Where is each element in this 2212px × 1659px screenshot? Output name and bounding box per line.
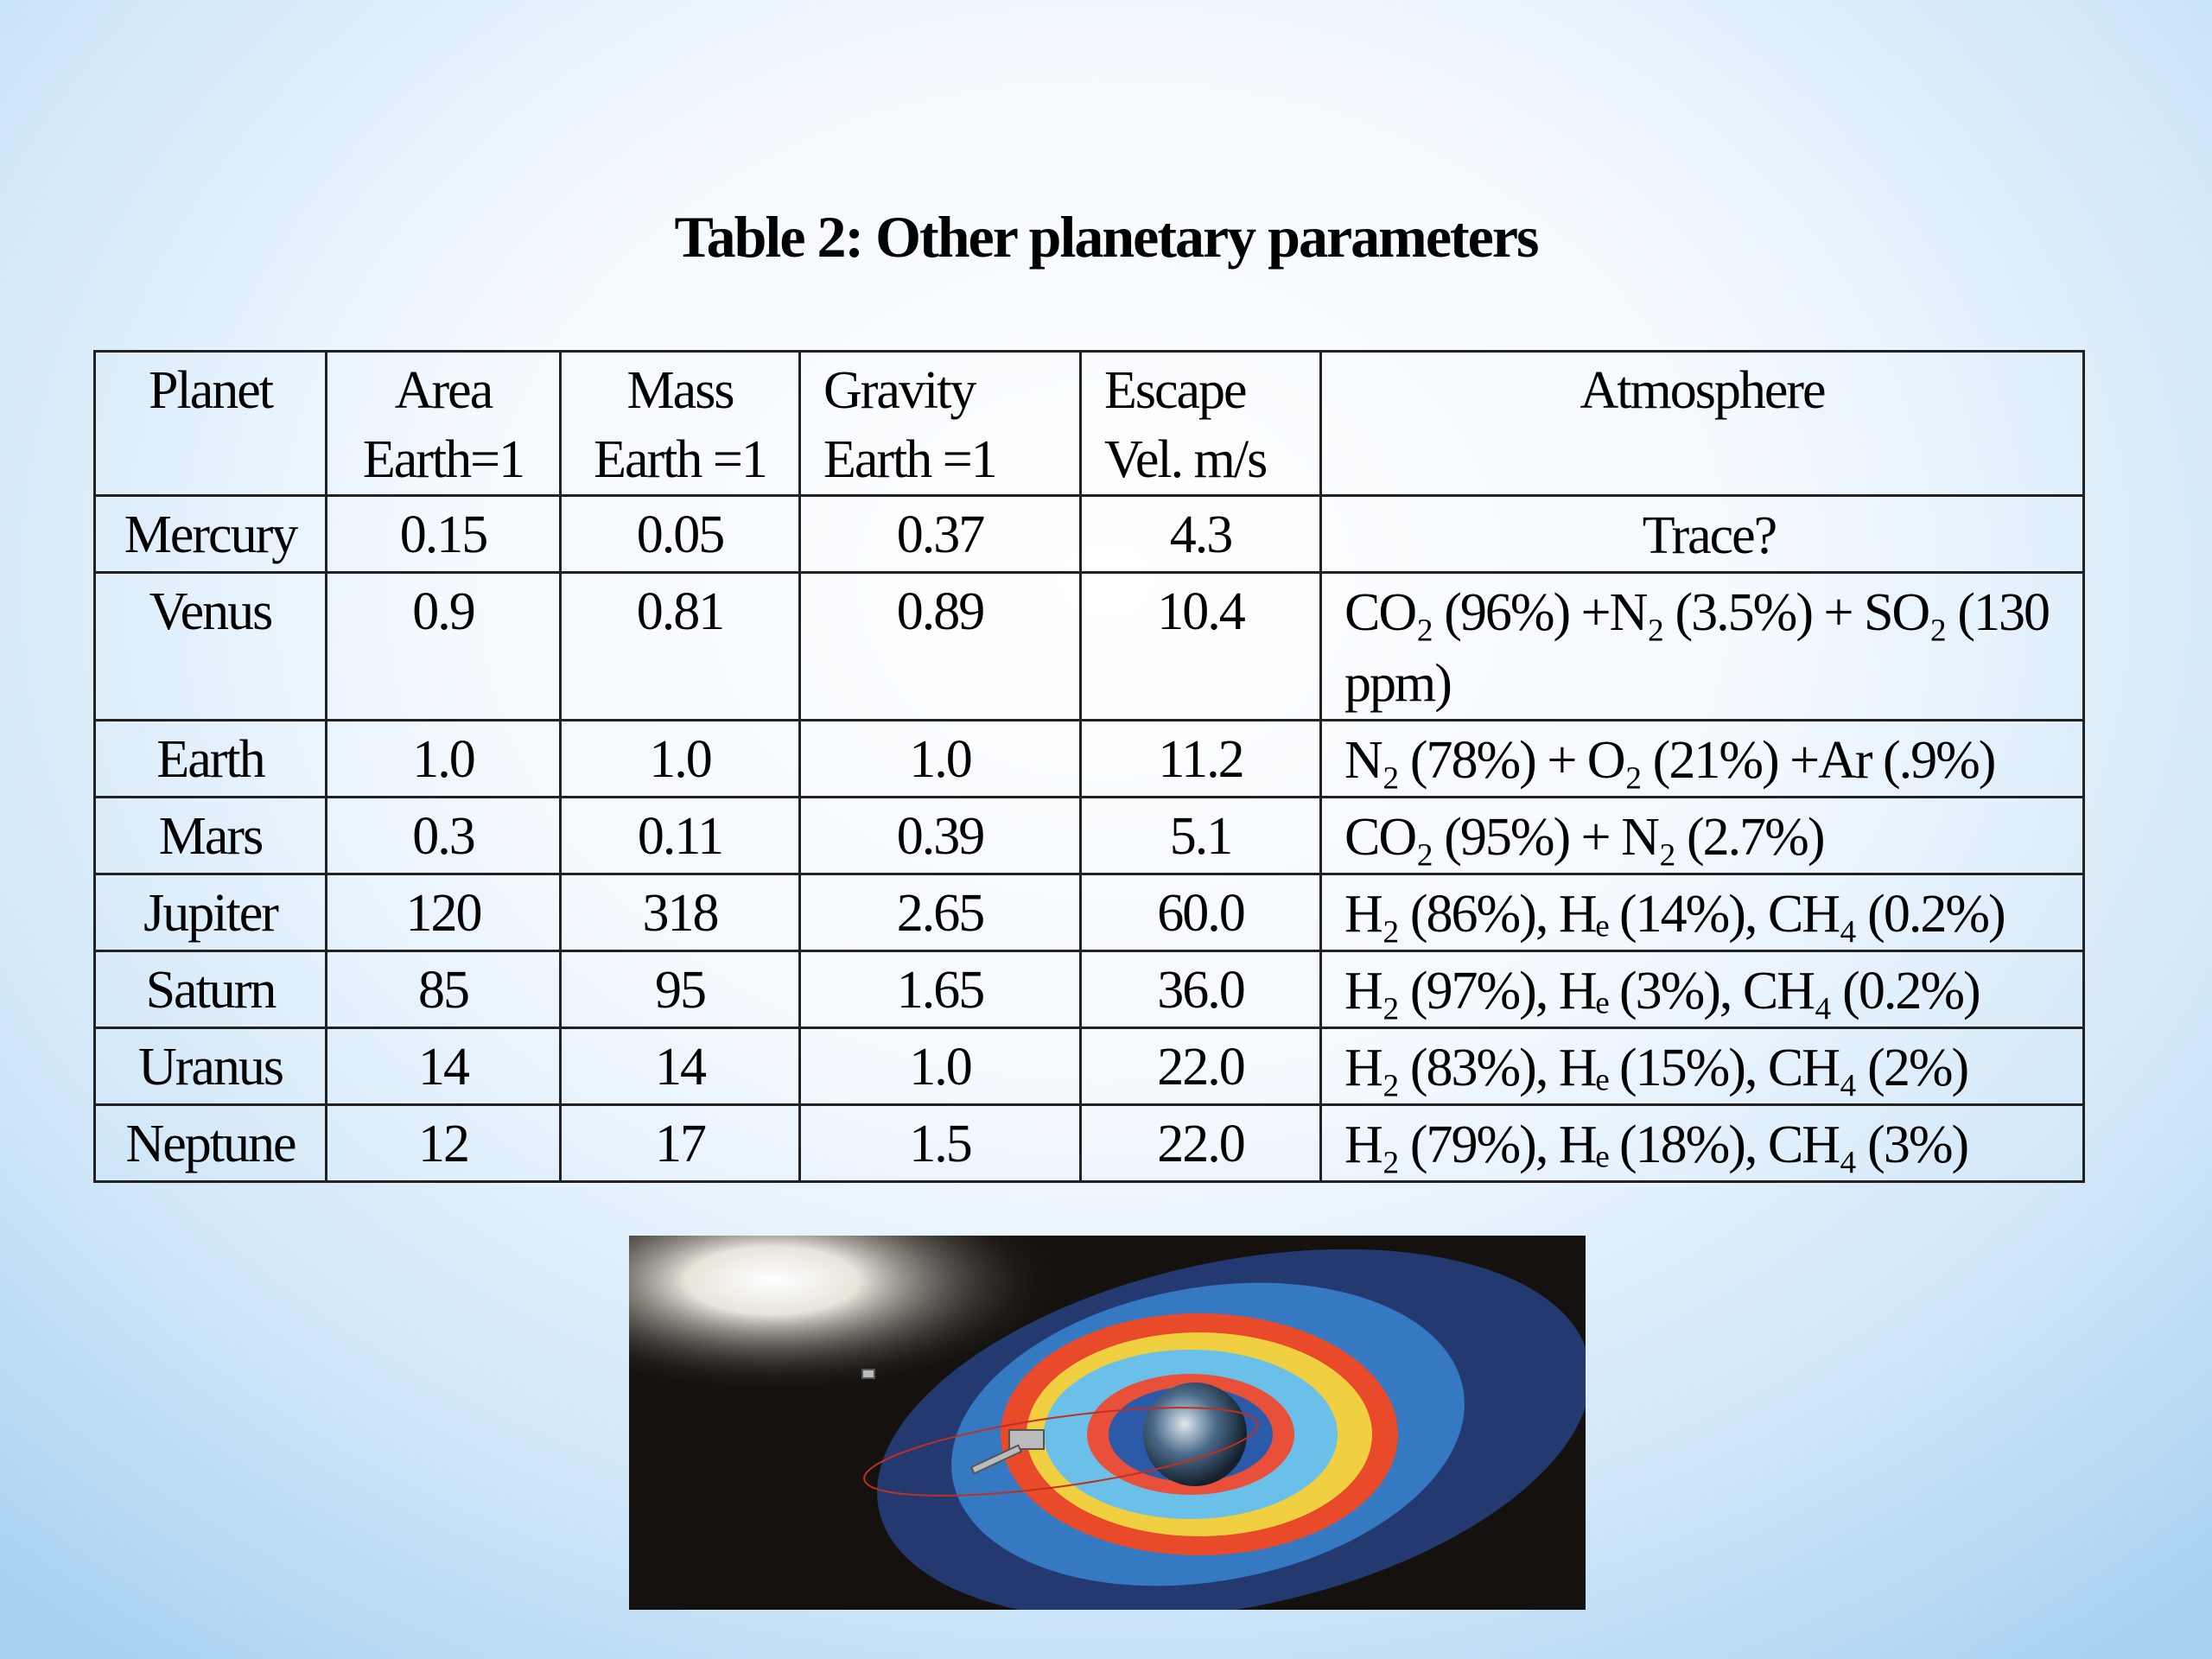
planet-cell: Saturn [93, 950, 327, 1029]
value-cell: 120 [325, 873, 562, 952]
header-cell: Area Earth=1 [325, 350, 562, 497]
value-cell: 22.0 [1079, 1103, 1322, 1183]
header-line: Atmosphere [1580, 361, 1826, 420]
atmosphere-cell: H₂ (83%), Hₑ (15%), CH₄ (2%) [1319, 1027, 2085, 1106]
value-cell: 60.0 [1079, 873, 1322, 952]
atmosphere-cell: CO₂ (96%) +N₂ (3.5%) + SO₂ (130 ppm) [1319, 571, 2085, 721]
header-line: Planet [149, 361, 274, 420]
value-cell: 0.37 [798, 494, 1082, 574]
value-cell: 1.65 [798, 950, 1082, 1029]
value-cell: 1.5 [798, 1103, 1082, 1183]
header-line: Area [394, 361, 493, 420]
planet-cell: Earth [93, 719, 327, 798]
planet-cell: Mercury [93, 494, 327, 574]
planet-table: Planet Area Earth=1 Mass Earth =1 Gravity Eart… [93, 350, 2085, 1183]
table-row: Mercury 0.15 0.05 0.37 4.3 Trace? [93, 494, 2085, 574]
planet-cell: Neptune [93, 1103, 327, 1183]
value-cell: 22.0 [1079, 1027, 1322, 1106]
header-line: Earth =1 [594, 430, 768, 489]
value-cell: 1.0 [559, 719, 801, 798]
atmosphere-cell: H₂ (86%), Hₑ (14%), CH₄ (0.2%) [1319, 873, 2085, 952]
atmosphere-cell: CO₂ (95%) + N₂ (2.7%) [1319, 796, 2085, 875]
atmosphere-cell: Trace? [1319, 494, 2085, 574]
value-cell: 14 [559, 1027, 801, 1106]
planet-cell: Venus [93, 571, 327, 721]
value-cell: 2.65 [798, 873, 1082, 952]
value-cell: 0.81 [559, 571, 801, 721]
planet-cell: Mars [93, 796, 327, 875]
value-cell: 17 [559, 1103, 801, 1183]
value-cell: 10.4 [1079, 571, 1322, 721]
value-cell: 12 [325, 1103, 562, 1183]
header-cell: Escape Vel. m/s [1079, 350, 1322, 497]
value-cell: 1.0 [798, 719, 1082, 798]
slide-title: Table 2: Other planetary parameters [674, 204, 1540, 270]
table-row: Mars 0.3 0.11 0.39 5.1 CO₂ (95%) + N₂ (2.7%) [93, 796, 2085, 875]
value-cell: 0.11 [559, 796, 801, 875]
header-cell: Planet [93, 350, 327, 497]
header-line: Gravity [823, 361, 976, 420]
header-line: Mass [626, 361, 735, 420]
header-line: Escape [1104, 361, 1248, 420]
atmosphere-cell: N₂ (78%) + O₂ (21%) +Ar (.9%) [1319, 719, 2085, 798]
value-cell: 1.0 [325, 719, 562, 798]
header-cell: Atmosphere [1319, 350, 2085, 497]
table-row: Uranus 14 14 1.0 22.0 H₂ (83%), Hₑ (15%), CH₄… [93, 1027, 2085, 1106]
header-line: Vel. m/s [1104, 430, 1268, 489]
radiation-belt-image [629, 1236, 1586, 1610]
value-cell: 14 [325, 1027, 562, 1106]
table-row: Saturn 85 95 1.65 36.0 H₂ (97%), Hₑ (3%), CH₄… [93, 950, 2085, 1029]
value-cell: 0.15 [325, 494, 562, 574]
table-row: Jupiter 120 318 2.65 60.0 H₂ (86%), Hₑ (14%),… [93, 873, 2085, 952]
table-row: Venus 0.9 0.81 0.89 10.4 CO₂ (96%) +N₂ (3.5%)… [93, 571, 2085, 721]
value-cell: 4.3 [1079, 494, 1322, 574]
planet-cell: Uranus [93, 1027, 327, 1106]
value-cell: 0.89 [798, 571, 1082, 721]
value-cell: 85 [325, 950, 562, 1029]
value-cell: 318 [559, 873, 801, 952]
header-line: Earth=1 [362, 430, 525, 489]
value-cell: 0.39 [798, 796, 1082, 875]
table-row: Neptune 12 17 1.5 22.0 H₂ (79%), Hₑ (18%), CH… [93, 1103, 2085, 1183]
value-cell: 1.0 [798, 1027, 1082, 1106]
header-row: Planet Area Earth=1 Mass Earth =1 Gravity Eart… [93, 350, 2085, 497]
atmosphere-cell: H₂ (97%), Hₑ (3%), CH₄ (0.2%) [1319, 950, 2085, 1029]
table-row: Earth 1.0 1.0 1.0 11.2 N₂ (78%) + O₂ (21%) +A… [93, 719, 2085, 798]
value-cell: 0.05 [559, 494, 801, 574]
value-cell: 95 [559, 950, 801, 1029]
value-cell: 36.0 [1079, 950, 1322, 1029]
header-cell: Mass Earth =1 [559, 350, 801, 497]
value-cell: 11.2 [1079, 719, 1322, 798]
value-cell: 0.3 [325, 796, 562, 875]
header-line: Earth =1 [823, 430, 998, 489]
header-cell: Gravity Earth =1 [798, 350, 1082, 497]
value-cell: 5.1 [1079, 796, 1322, 875]
value-cell: 0.9 [325, 571, 562, 721]
atmosphere-cell: H₂ (79%), Hₑ (18%), CH₄ (3%) [1319, 1103, 2085, 1183]
planet-cell: Jupiter [93, 873, 327, 952]
